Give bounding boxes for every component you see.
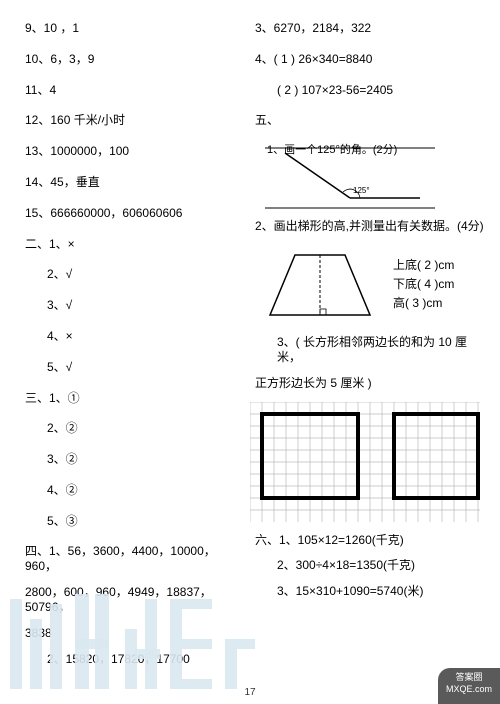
trapezoid-diagram: 上底( 2 )cm 下底( 4 )cm 高( 3 )cm — [255, 245, 485, 325]
section-6-1: 六、1、105×12=1260(千克) — [255, 533, 485, 549]
answer-line: 4、② — [25, 482, 245, 499]
answer-line: 13、1000000，100 — [25, 143, 245, 160]
answer-line: 14、45，垂直 — [25, 174, 245, 191]
answer-line: 12、160 千米/小时 — [25, 112, 245, 129]
right-column: 3、6270，2184，322 4、( 1 ) 26×340=8840 ( 2 … — [245, 20, 485, 694]
badge-line1: 答案圈 — [438, 672, 500, 684]
badge-line2: MXQE.com — [438, 684, 500, 696]
question-1-text: 1、画一个125°的角。(2分) — [267, 141, 397, 157]
answer-line: 11、4 — [25, 82, 245, 99]
answer-line: 2、300÷4×18=1350(千克) — [255, 558, 485, 574]
left-column: 9、10 ，1 10、6，3，9 11、4 12、160 千米/小时 13、10… — [25, 20, 245, 694]
question-3a: 3、( 长方形相邻两边长的和为 10 厘米， — [255, 335, 485, 366]
page-number: 17 — [244, 687, 255, 698]
answer-line: 15、666660000，606060606 — [25, 205, 245, 222]
section-3-1: 三、1、① — [25, 390, 245, 407]
answer-line: 3838 — [25, 626, 245, 642]
answer-line: 4、× — [25, 328, 245, 345]
answer-line: 2、② — [25, 420, 245, 437]
angle-value-label: 125° — [353, 186, 370, 195]
answer-line: 2800，600，960，4949，18837，50796， — [25, 585, 245, 616]
answer-line: ( 2 ) 107×23-56=2405 — [255, 82, 485, 99]
trapezoid-labels: 上底( 2 )cm 下底( 4 )cm 高( 3 )cm — [393, 256, 454, 314]
answer-line: 5、③ — [25, 513, 245, 530]
source-badge: 答案圈 MXQE.com — [438, 668, 500, 704]
answer-line: 5、√ — [25, 359, 245, 376]
answer-line: 10、6，3，9 — [25, 51, 245, 68]
worksheet-page: 9、10 ，1 10、6，3，9 11、4 12、160 千米/小时 13、10… — [0, 0, 500, 704]
answer-line: 3、√ — [25, 297, 245, 314]
section-5: 五、 — [255, 112, 485, 129]
section-4-1: 四、1、56，3600，4400，10000，960， — [25, 544, 245, 575]
answer-line: 4、( 1 ) 26×340=8840 — [255, 51, 485, 68]
trap-height-label: 高( 3 )cm — [393, 294, 454, 313]
trap-bottom-label: 下底( 4 )cm — [393, 275, 454, 294]
answer-line: 9、10 ，1 — [25, 20, 245, 37]
answer-line: 3、6270，2184，322 — [255, 20, 485, 37]
answer-line: 2、15820，17820，17700 — [25, 652, 245, 668]
answer-line: 3、15×310+1090=5740(米) — [255, 584, 485, 600]
trap-top-label: 上底( 2 )cm — [393, 256, 454, 275]
question-2-text: 2、画出梯形的高,并测量出有关数据。(4分) — [255, 219, 485, 235]
grid-shapes-diagram — [250, 402, 485, 525]
question-3b: 正方形边长为 5 厘米 ) — [255, 376, 485, 392]
angle-diagram: 125° 1、画一个125°的角。(2分) — [265, 143, 435, 213]
answer-line: 2、√ — [25, 266, 245, 283]
section-2-1: 二、1、× — [25, 236, 245, 253]
answer-line: 3、② — [25, 451, 245, 468]
